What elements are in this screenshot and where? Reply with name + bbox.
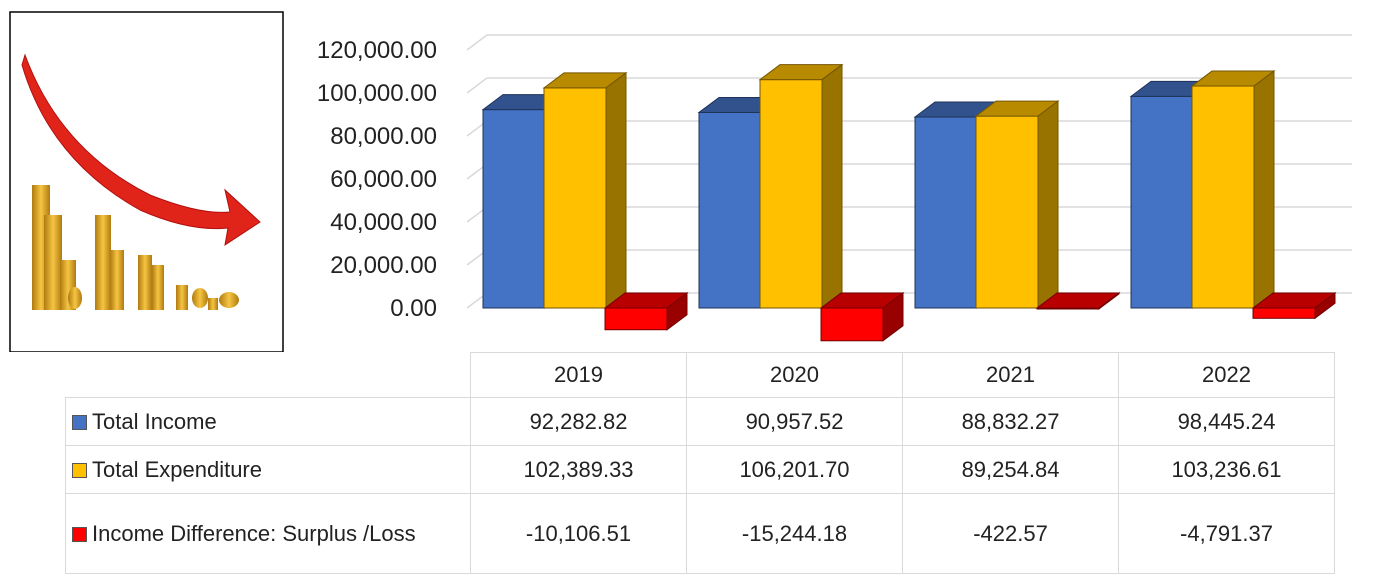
- bar: [915, 117, 977, 308]
- category-label: 2019: [471, 353, 687, 398]
- y-tick-label: 40,000.00: [330, 209, 437, 236]
- value-label: -4,791.37: [1119, 494, 1335, 574]
- bar-side: [822, 65, 842, 308]
- value-label: -422.57: [903, 494, 1119, 574]
- legend-swatch: [72, 527, 87, 542]
- series-name-cell: Total Expenditure: [66, 446, 471, 494]
- bar: [483, 110, 545, 308]
- grid-line: [467, 35, 487, 50]
- series-name-cell: Income Difference: Surplus /Loss: [66, 494, 471, 574]
- illustration: [10, 12, 283, 352]
- category-label: 2022: [1119, 353, 1335, 398]
- y-tick-label: 120,000.00: [317, 37, 437, 64]
- category-label: 2021: [903, 353, 1119, 398]
- bar: [976, 116, 1038, 308]
- y-tick-label: 100,000.00: [317, 80, 437, 107]
- bar-side: [606, 73, 626, 308]
- value-label: 102,389.33: [471, 446, 687, 494]
- bar-side: [1038, 101, 1058, 308]
- bar: [605, 308, 667, 330]
- bar: [1253, 308, 1315, 318]
- y-tick-label: 80,000.00: [330, 123, 437, 150]
- value-label: 92,282.82: [471, 398, 687, 446]
- bar: [699, 112, 761, 308]
- value-label: 88,832.27: [903, 398, 1119, 446]
- legend-label: Total Income: [92, 409, 217, 434]
- blank-cell: [66, 353, 471, 398]
- value-label: -15,244.18: [687, 494, 903, 574]
- bar-side: [1254, 71, 1274, 308]
- y-tick-label: 20,000.00: [330, 252, 437, 279]
- bar: [821, 308, 883, 341]
- series-row: Income Difference: Surplus /Loss -10,106.…: [66, 494, 1335, 574]
- legend-label: Income Difference: Surplus /Loss: [92, 521, 416, 546]
- page: {"chart_data": {"type": "bar3d", "catego…: [0, 0, 1387, 576]
- series-name-cell: Total Income: [66, 398, 471, 446]
- value-label: -10,106.51: [471, 494, 687, 574]
- y-tick-label: 0.00: [390, 295, 437, 322]
- value-label: 98,445.24: [1119, 398, 1335, 446]
- value-label: 106,201.70: [687, 446, 903, 494]
- bar: [1192, 86, 1254, 308]
- category-label: 2020: [687, 353, 903, 398]
- bar: [544, 88, 606, 308]
- value-label: 90,957.52: [687, 398, 903, 446]
- grid-line: [467, 78, 487, 93]
- legend-swatch: [72, 463, 87, 478]
- bar: [760, 80, 822, 308]
- y-tick-label: 60,000.00: [330, 166, 437, 193]
- value-label: 89,254.84: [903, 446, 1119, 494]
- legend-swatch: [72, 415, 87, 430]
- chart: 0.00 20,000.00 40,000.00 60,000.00 80,000.00…: [0, 0, 1387, 352]
- value-label: 103,236.61: [1119, 446, 1335, 494]
- bar: [1131, 96, 1193, 308]
- legend-label: Total Expenditure: [92, 457, 262, 482]
